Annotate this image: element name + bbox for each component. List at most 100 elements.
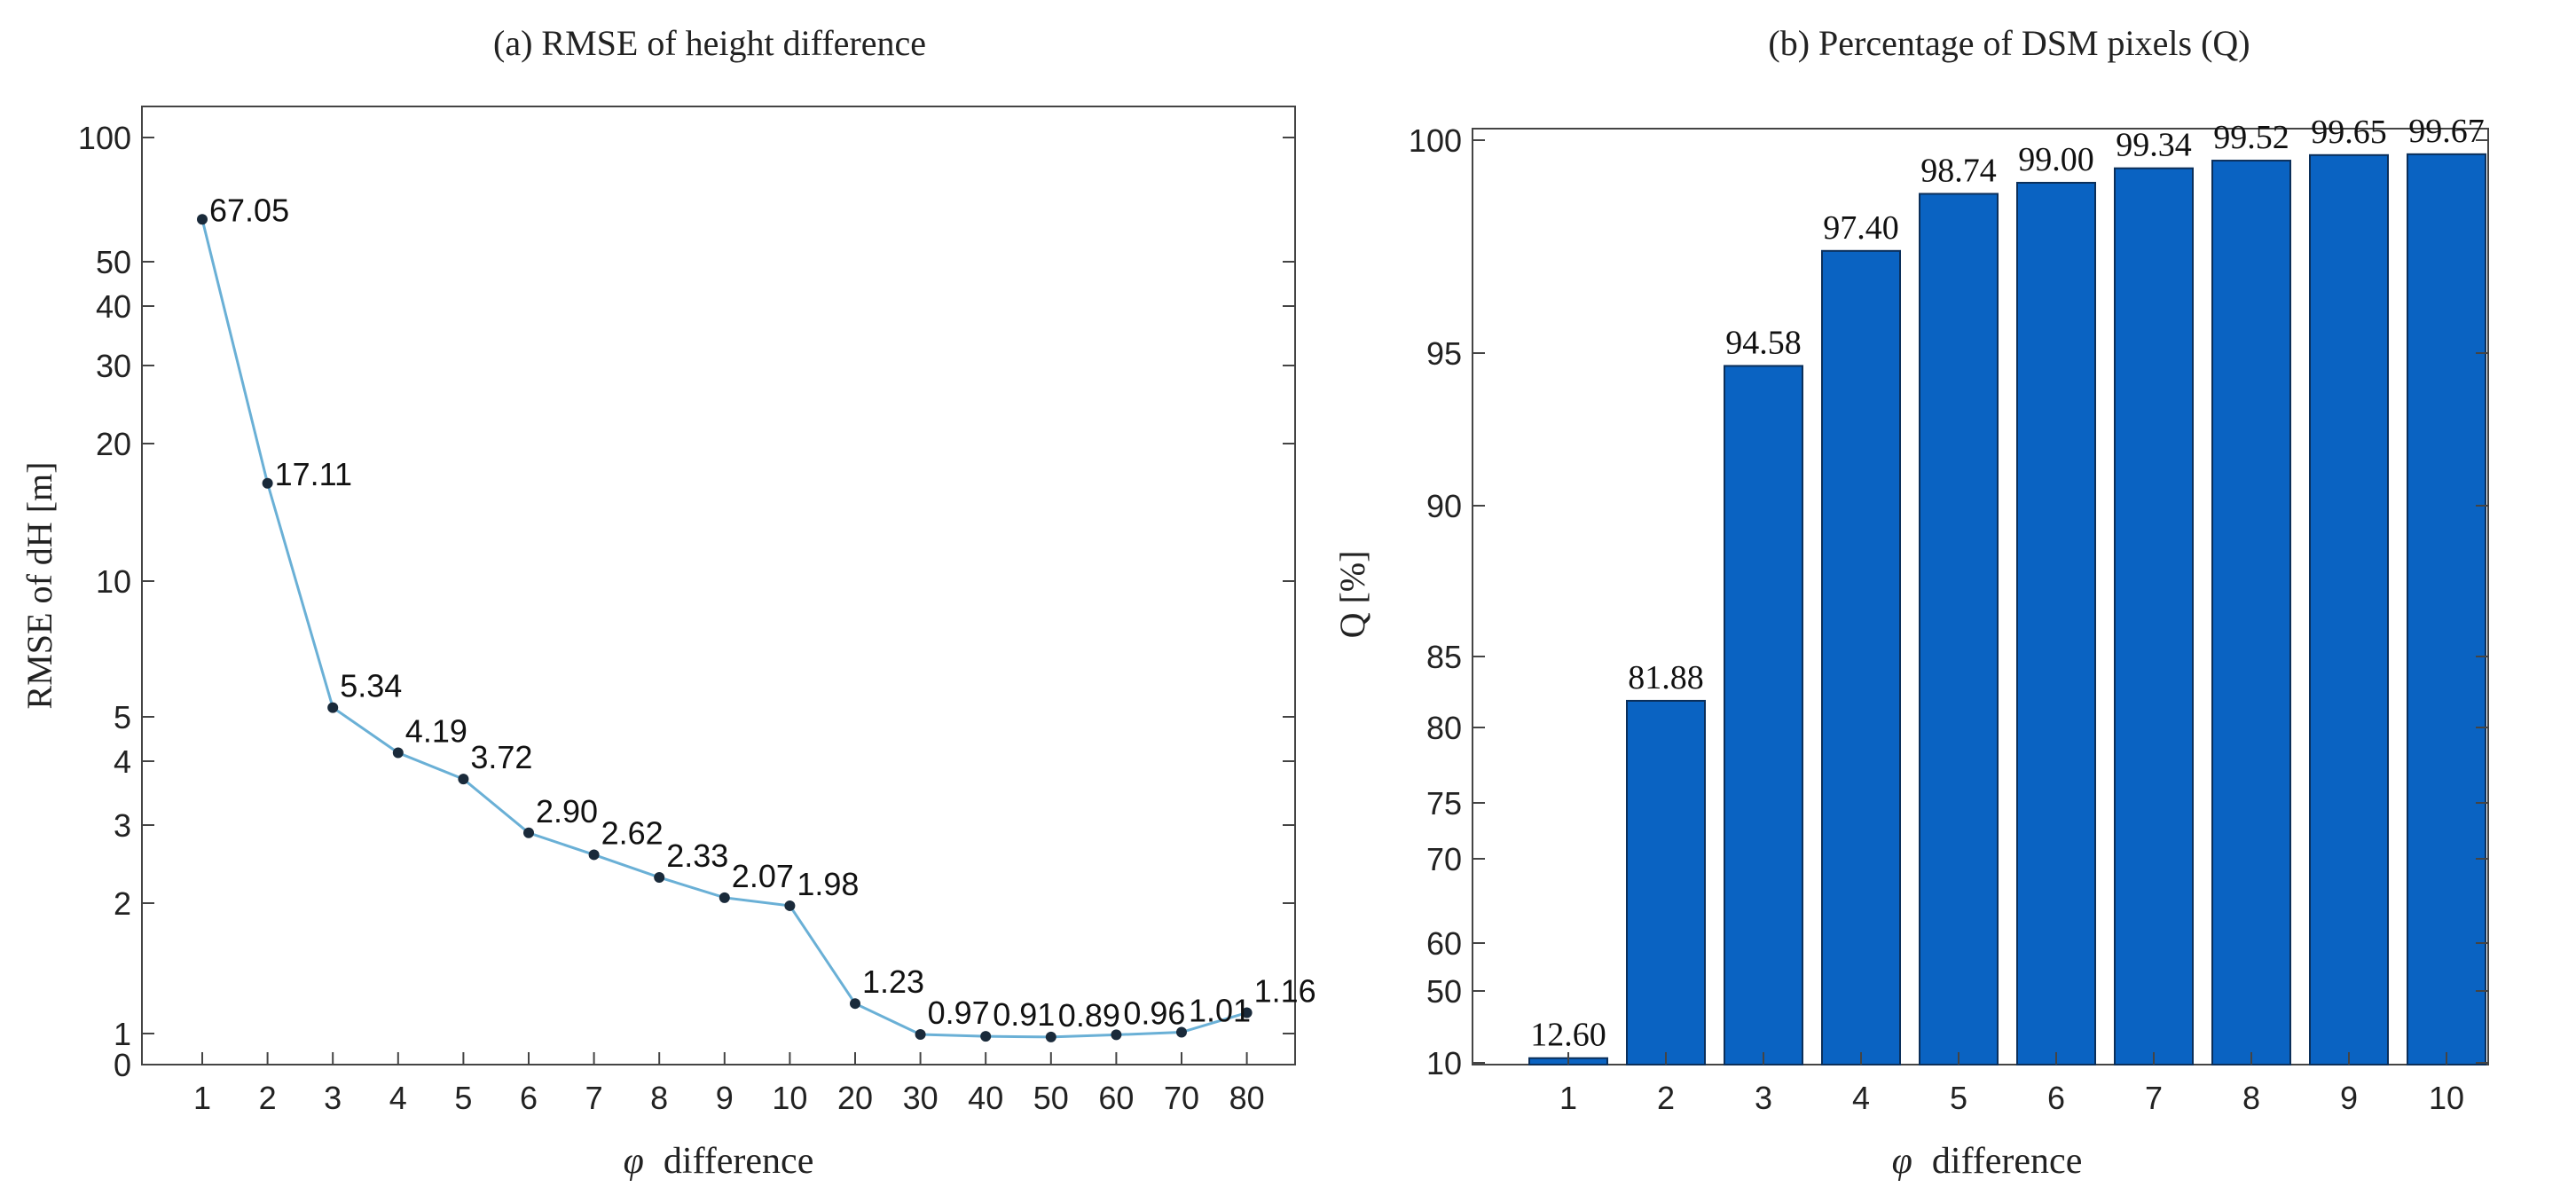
rmse-x-axis-text: difference (664, 1141, 813, 1182)
rmse-y-tick-label: 5 (114, 699, 131, 735)
rmse-data-point (392, 747, 404, 759)
q-data-label: 99.00 (2018, 141, 2094, 178)
q-x-tick-label: 7 (2145, 1080, 2163, 1116)
q-bar (1724, 365, 1803, 1065)
q-x-tick-label: 9 (2340, 1080, 2358, 1116)
q-x-tick-label: 10 (2429, 1080, 2464, 1116)
rmse-x-tick-label: 80 (1229, 1080, 1265, 1116)
rmse-y-axis-label: RMSE of dH [m] (20, 462, 59, 710)
rmse-data-point (1241, 1007, 1253, 1018)
q-data-label: 12.60 (1530, 1017, 1606, 1054)
q-y-tick-label: 70 (1426, 841, 1462, 877)
rmse-data-label: 0.96 (1123, 995, 1185, 1031)
rmse-data-label: 2.07 (732, 858, 794, 894)
rmse-x-tick-label: 3 (324, 1080, 342, 1116)
rmse-data-point (1045, 1031, 1056, 1042)
rmse-x-tick-label: 1 (193, 1080, 211, 1116)
rmse-data-label: 3.72 (470, 739, 532, 775)
rmse-y-tick-label: 3 (114, 807, 131, 844)
q-data-label: 94.58 (1725, 324, 1802, 361)
rmse-x-tick-label: 10 (772, 1080, 807, 1116)
q-bar (2211, 160, 2291, 1066)
q-bar (2016, 182, 2096, 1065)
rmse-data-point (719, 892, 730, 903)
rmse-data-point (1176, 1026, 1187, 1038)
rmse-data-label: 4.19 (405, 713, 467, 750)
rmse-y-tick-label: 100 (78, 120, 131, 156)
rmse-y-tick-label: 2 (114, 885, 131, 922)
rmse-data-label: 1.98 (797, 866, 859, 902)
rmse-y-tick-label: 20 (96, 426, 131, 462)
q-data-label: 99.65 (2311, 114, 2387, 151)
q-y-tick-label: 95 (1426, 335, 1462, 372)
rmse-x-tick-label: 70 (1164, 1080, 1199, 1116)
rmse-x-tick-label: 20 (837, 1080, 873, 1116)
q-x-tick-label: 3 (1755, 1080, 1772, 1116)
q-x-tick-label: 1 (1559, 1080, 1577, 1116)
rmse-chart-title: (a) RMSE of height difference (493, 23, 926, 63)
rmse-data-label: 1.23 (862, 963, 924, 1000)
q-data-label: 97.40 (1823, 209, 1899, 247)
q-bar (2407, 153, 2486, 1066)
rmse-data-label: 5.34 (340, 668, 402, 704)
q-y-tick-label: 80 (1426, 710, 1462, 746)
rmse-data-label: 1.16 (1254, 972, 1316, 1009)
rmse-data-label: 0.89 (1058, 997, 1120, 1034)
q-y-axis: 10 50 60 70 75 80 85 90 95 100 (1409, 122, 2488, 1081)
q-bar (1821, 249, 1901, 1065)
rmse-data-label: 2.33 (666, 837, 728, 874)
q-y-tick-label: 90 (1426, 488, 1462, 524)
rmse-y-tick-label: 50 (96, 244, 131, 280)
q-x-tick-label: 8 (2242, 1080, 2260, 1116)
rmse-data-point (458, 774, 469, 785)
rmse-x-tick-label: 60 (1098, 1080, 1134, 1116)
rmse-x-tick-label: 9 (716, 1080, 734, 1116)
q-y-tick-label: 75 (1426, 785, 1462, 822)
rmse-series-points (197, 214, 1253, 1042)
rmse-x-tick-label: 7 (585, 1080, 603, 1116)
rmse-x-axis-label: φ difference (624, 1141, 814, 1182)
rmse-x-tick-label: 30 (903, 1080, 939, 1116)
rmse-data-label: 67.05 (209, 192, 289, 228)
rmse-y-tick-label: 4 (114, 743, 131, 780)
rmse-y-tick-label: 30 (96, 348, 131, 384)
rmse-plot-frame (141, 106, 1296, 1065)
rmse-chart: (a) RMSE of height difference 0 1 2 3 4 5 10 20… (20, 23, 1316, 1182)
rmse-y-tick-label: 10 (96, 563, 131, 600)
q-x-tick-label: 4 (1852, 1080, 1870, 1116)
rmse-data-point (915, 1029, 926, 1041)
rmse-data-label: 2.62 (601, 814, 664, 851)
rmse-data-point (1111, 1029, 1122, 1041)
rmse-data-point (588, 849, 600, 861)
q-bars (1528, 153, 2486, 1066)
rmse-data-point (784, 900, 796, 911)
rmse-y-tick-label: 0 (114, 1047, 131, 1083)
rmse-data-point (327, 702, 339, 713)
q-x-axis: 1 2 3 4 5 6 7 8 9 10 (1559, 1052, 2464, 1116)
q-x-tick-label: 5 (1950, 1080, 1967, 1116)
rmse-data-point (980, 1031, 992, 1042)
rmse-data-label: 17.11 (275, 456, 352, 492)
q-x-tick-label: 6 (2047, 1080, 2065, 1116)
rmse-data-label: 0.91 (993, 996, 1055, 1033)
q-data-labels: 12.60 81.88 94.58 97.40 98.74 99.00 99.34 99.52… (1530, 113, 2485, 1054)
q-bar (2309, 153, 2389, 1065)
q-y-tick-label: 50 (1426, 973, 1462, 1010)
rmse-x-tick-label: 4 (389, 1080, 407, 1116)
rmse-data-point (197, 214, 208, 225)
rmse-y-axis: 01 2 3 4 5 10 20 30 40 50 100 (78, 120, 1295, 1083)
rmse-data-point (654, 871, 665, 883)
rmse-x-axis: 1 2 3 4 5 6 7 8 9 10 20 30 40 50 60 70 80 (193, 1052, 1265, 1116)
rmse-data-label: 2.90 (536, 793, 598, 830)
rmse-y-tick-label: 40 (96, 288, 131, 325)
q-chart-title: (b) Percentage of DSM pixels (Q) (1768, 23, 2250, 63)
q-data-label: 99.34 (2116, 127, 2192, 164)
q-y-tick-label: 85 (1426, 639, 1462, 675)
q-y-axis-label: Q [%] (1332, 551, 1372, 639)
q-bar (2114, 167, 2194, 1065)
q-data-label: 99.67 (2408, 113, 2485, 150)
rmse-x-tick-label: 8 (650, 1080, 668, 1116)
q-x-axis-label: φ difference (1892, 1141, 2083, 1182)
rmse-data-point (523, 827, 534, 838)
